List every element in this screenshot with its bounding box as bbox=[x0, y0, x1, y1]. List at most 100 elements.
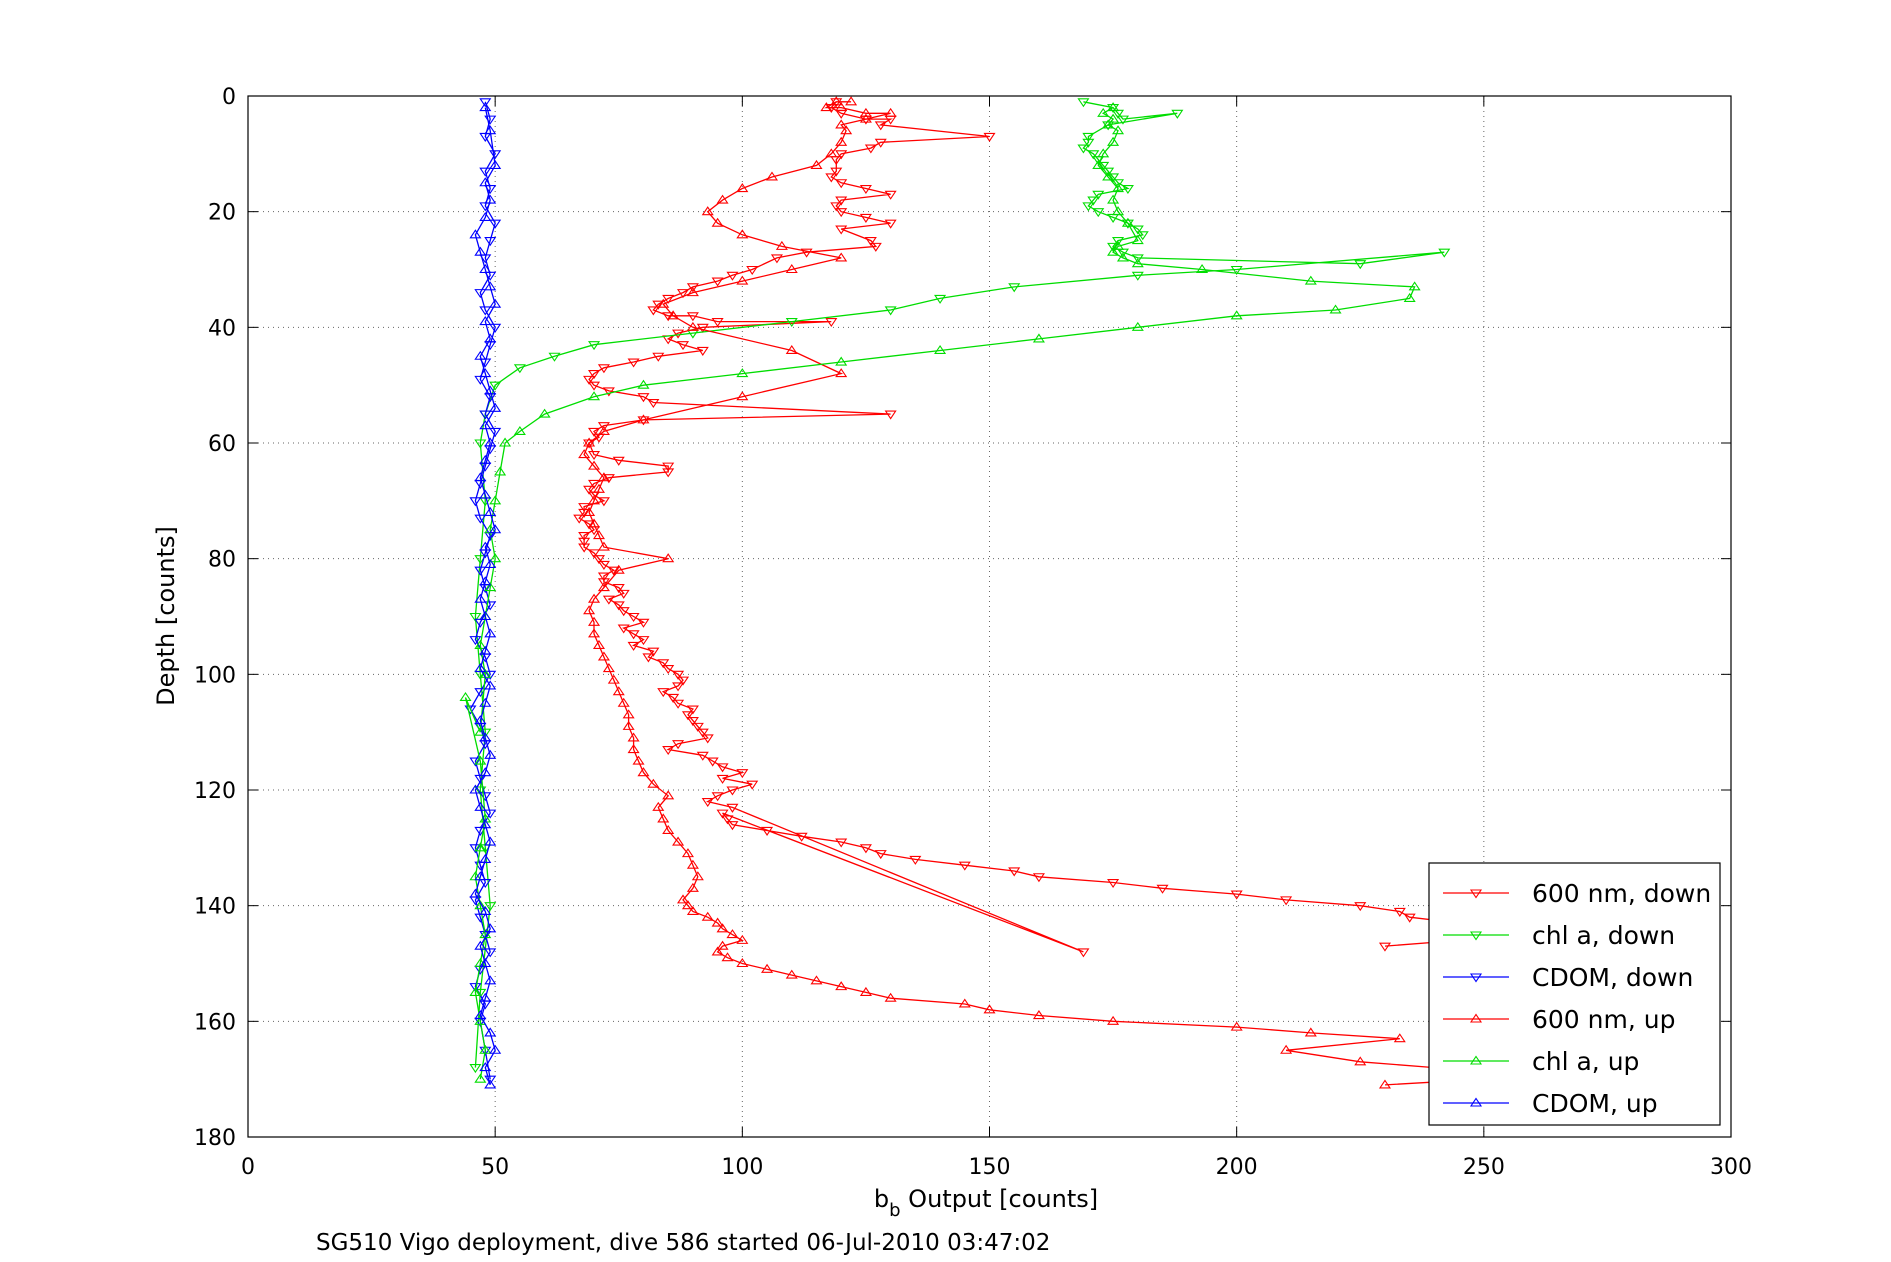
y-tick-label: 20 bbox=[208, 201, 236, 226]
data-point bbox=[489, 159, 502, 169]
series-5 bbox=[469, 102, 502, 1089]
data-point bbox=[612, 564, 625, 574]
data-point bbox=[489, 381, 502, 391]
data-point bbox=[588, 341, 601, 351]
data-point bbox=[597, 497, 610, 507]
data-point bbox=[489, 553, 502, 563]
data-point bbox=[820, 102, 833, 112]
data-point bbox=[1097, 148, 1110, 158]
data-point bbox=[765, 171, 779, 181]
data-point bbox=[1107, 102, 1120, 112]
data-point bbox=[934, 294, 947, 304]
data-point bbox=[686, 717, 699, 727]
data-point bbox=[637, 618, 650, 628]
x-axis-label: bb Output [counts] bbox=[874, 1185, 1098, 1221]
y-tick-label: 160 bbox=[194, 1010, 236, 1035]
data-point bbox=[716, 809, 729, 819]
data-point bbox=[686, 321, 699, 331]
data-point bbox=[652, 300, 665, 310]
data-point bbox=[622, 720, 635, 730]
data-point bbox=[479, 410, 492, 420]
data-point bbox=[469, 784, 482, 794]
data-point bbox=[691, 871, 704, 881]
data-point bbox=[647, 306, 660, 316]
data-point bbox=[627, 641, 640, 651]
data-point bbox=[612, 686, 625, 696]
data-point bbox=[474, 900, 487, 910]
data-point bbox=[474, 514, 487, 524]
data-point bbox=[1082, 202, 1095, 212]
data-point bbox=[835, 208, 848, 218]
data-point bbox=[785, 969, 798, 979]
data-point bbox=[746, 265, 759, 275]
data-point bbox=[617, 589, 630, 599]
data-point bbox=[1329, 304, 1342, 314]
data-point bbox=[800, 248, 813, 258]
legend-label: CDOM, down bbox=[1532, 963, 1693, 992]
data-point bbox=[874, 138, 887, 148]
data-point bbox=[1121, 217, 1134, 227]
data-point bbox=[711, 318, 724, 328]
data-point bbox=[736, 183, 749, 193]
data-point bbox=[1116, 252, 1129, 262]
data-point bbox=[701, 734, 714, 744]
data-point bbox=[484, 948, 497, 958]
data-point bbox=[479, 102, 492, 112]
data-point bbox=[785, 344, 798, 355]
y-tick-label: 120 bbox=[194, 779, 236, 804]
data-point bbox=[1077, 144, 1090, 154]
data-point bbox=[652, 801, 665, 811]
data-point bbox=[489, 402, 502, 412]
data-point bbox=[810, 975, 823, 985]
data-point bbox=[672, 670, 685, 680]
data-point bbox=[617, 624, 630, 634]
data-point bbox=[1136, 231, 1149, 241]
data-point bbox=[1354, 260, 1367, 270]
data-point bbox=[474, 439, 487, 449]
data-point bbox=[830, 167, 843, 177]
data-point bbox=[489, 524, 502, 534]
data-point bbox=[583, 605, 596, 615]
data-point bbox=[874, 121, 887, 131]
data-point bbox=[484, 333, 497, 343]
data-point bbox=[647, 647, 660, 657]
data-point bbox=[484, 836, 497, 846]
legend-swatch-marker bbox=[1469, 1055, 1483, 1065]
data-point bbox=[884, 992, 897, 1002]
data-point bbox=[479, 645, 492, 655]
data-point bbox=[835, 981, 848, 991]
data-point bbox=[1077, 948, 1090, 958]
data-point bbox=[711, 792, 724, 802]
legend-entry: 600 nm, down bbox=[1443, 879, 1711, 908]
data-point bbox=[588, 381, 601, 391]
data-point bbox=[627, 358, 640, 368]
data-point bbox=[474, 566, 487, 576]
data-point bbox=[686, 705, 699, 715]
legend: 600 nm, down chl a, down CDOM, down 600 nm,… bbox=[1428, 862, 1721, 1126]
data-point bbox=[1107, 242, 1120, 252]
data-point bbox=[583, 506, 596, 516]
data-point bbox=[726, 821, 739, 831]
data-point bbox=[479, 767, 492, 777]
data-point bbox=[1116, 115, 1129, 125]
data-point bbox=[835, 225, 848, 235]
data-point bbox=[602, 387, 615, 397]
data-point bbox=[484, 628, 497, 638]
data-point bbox=[1121, 219, 1134, 229]
data-point bbox=[1107, 878, 1120, 889]
data-point bbox=[835, 179, 848, 189]
legend-swatch-marker bbox=[1469, 973, 1483, 983]
data-point bbox=[484, 680, 497, 690]
data-point bbox=[489, 323, 502, 333]
data-point bbox=[835, 252, 848, 262]
data-point bbox=[474, 801, 487, 811]
data-point bbox=[578, 449, 591, 459]
data-point bbox=[785, 264, 798, 274]
data-point bbox=[597, 425, 610, 435]
data-point bbox=[484, 1075, 497, 1085]
data-point bbox=[484, 558, 497, 568]
data-point bbox=[835, 368, 848, 378]
data-point bbox=[484, 749, 497, 759]
data-point bbox=[1230, 265, 1243, 275]
legend-entry: 600 nm, up bbox=[1443, 1005, 1675, 1034]
